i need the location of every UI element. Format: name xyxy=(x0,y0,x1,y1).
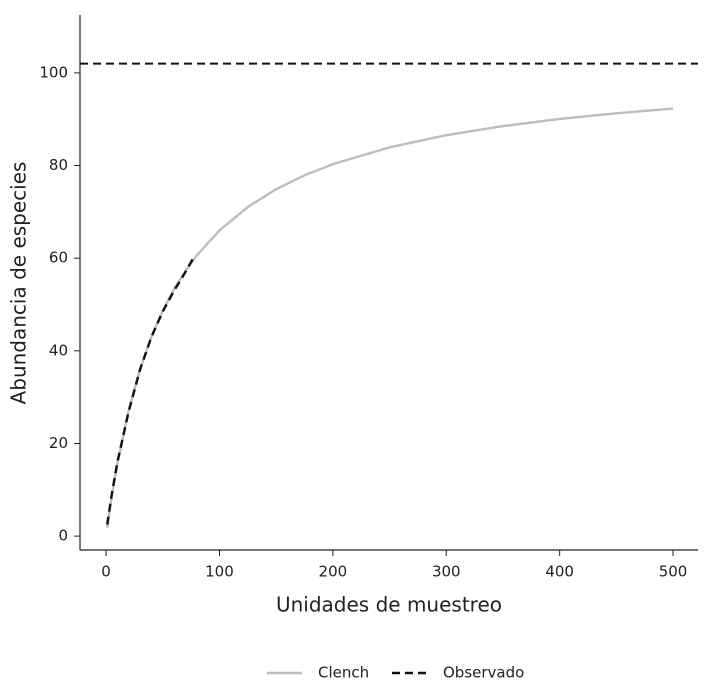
x-axis-title: Unidades de muestreo xyxy=(276,593,502,617)
y-tick-label: 80 xyxy=(49,156,68,174)
x-tick-label: 400 xyxy=(545,563,574,581)
y-tick-label: 0 xyxy=(58,527,68,545)
y-tick-label: 40 xyxy=(49,341,68,359)
x-tick-label: 500 xyxy=(659,563,688,581)
legend-label: Observado xyxy=(443,664,524,682)
series-line xyxy=(106,255,196,525)
y-axis-title: Abundancia de especies xyxy=(7,162,31,405)
y-tick-label: 20 xyxy=(49,434,68,452)
x-tick-label: 0 xyxy=(101,563,111,581)
series-line xyxy=(106,107,674,528)
y-tick-label: 60 xyxy=(49,249,68,267)
x-tick-label: 100 xyxy=(205,563,234,581)
x-tick-label: 200 xyxy=(319,563,348,581)
y-tick-label: 100 xyxy=(39,63,68,81)
legend-label: Clench xyxy=(318,664,369,682)
x-tick-label: 300 xyxy=(432,563,461,581)
